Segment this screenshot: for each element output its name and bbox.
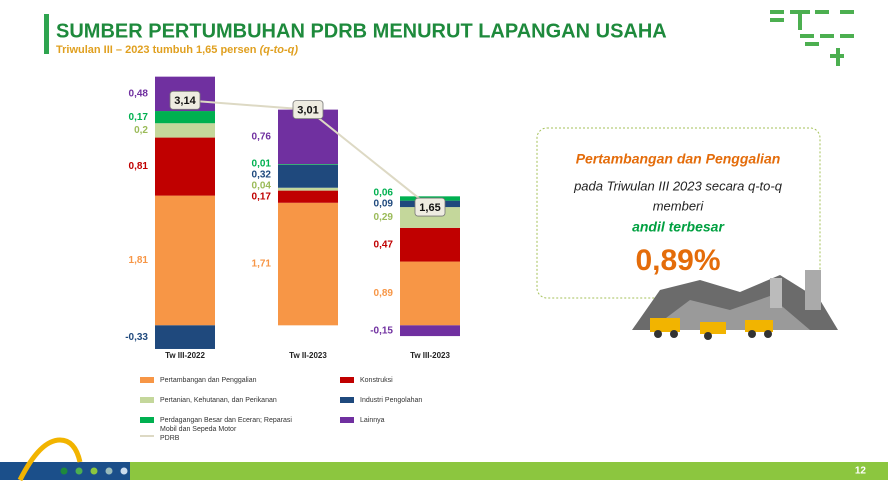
bar-segment	[155, 137, 215, 196]
value-label: 0,47	[374, 239, 394, 250]
callout-title: Pertambangan dan Penggalian	[576, 151, 781, 167]
callout-value: 0,89%	[635, 244, 720, 277]
value-label: -0,15	[370, 325, 393, 336]
bar-segment	[278, 164, 338, 188]
value-label: 0,76	[252, 131, 272, 142]
mining-illustration	[632, 270, 838, 340]
legend-label: Perdagangan Besar dan Eceran; Reparasi M…	[160, 417, 292, 433]
legend-swatch	[340, 417, 354, 423]
value-label: 0,2	[134, 125, 148, 136]
bar-segment	[155, 325, 215, 349]
value-label: 0,06	[374, 187, 394, 198]
pdrb-label: 3,01	[297, 105, 318, 117]
bar-segment	[278, 202, 338, 326]
value-label: 0,32	[252, 169, 272, 180]
subtitle: Triwulan III – 2023 tumbuh 1,65 persen (…	[56, 44, 298, 56]
legend-label: Industri Pengolahan	[360, 397, 423, 404]
legend-swatch	[140, 435, 154, 437]
value-label: 0,04	[252, 180, 272, 191]
legend-swatch	[140, 417, 154, 423]
pdrb-label: 1,65	[419, 202, 440, 214]
x-tick-label: Tw II-2023	[289, 351, 327, 360]
value-label: 0,29	[374, 212, 394, 223]
legend-item: Lainnya	[340, 416, 510, 425]
value-label: 0,09	[374, 198, 394, 209]
value-label: 0,81	[129, 161, 149, 172]
callout-text: memberi	[653, 198, 705, 213]
footer-bar	[0, 462, 888, 480]
legend-swatch	[140, 397, 154, 403]
legend-label: Lainnya	[360, 417, 385, 424]
legend-swatch	[140, 377, 154, 383]
value-label: 0,01	[252, 158, 272, 169]
callout-emphasis: andil terbesar	[632, 219, 725, 235]
title: SUMBER PERTUMBUHAN PDRB MENURUT LAPANGAN…	[56, 20, 667, 42]
value-label: 0,89	[374, 288, 394, 299]
bar-segment	[155, 123, 215, 138]
pdrb-label-box	[169, 90, 201, 110]
legend-item: Pertanian, Kehutanan, dan Perikanan	[140, 396, 310, 405]
bar-segment	[155, 195, 215, 326]
legend-label: Konstruksi	[360, 377, 393, 384]
callout-box	[536, 127, 821, 299]
value-label: 0,48	[129, 88, 149, 99]
legend-item: PDRB	[140, 434, 310, 443]
bar-segment	[278, 190, 338, 203]
value-label: 0,17	[129, 112, 149, 123]
value-label: -0,33	[125, 332, 148, 343]
x-tick-label: Tw III-2022	[165, 351, 205, 360]
legend-item: Perdagangan Besar dan Eceran; Reparasi M…	[140, 416, 310, 434]
legend-swatch	[340, 397, 354, 403]
bar-segment	[155, 111, 215, 124]
bar-segment	[278, 164, 338, 165]
value-label: 1,71	[252, 259, 272, 270]
legend-label: Pertambangan dan Penggalian	[160, 377, 257, 384]
bar-segment	[278, 187, 338, 191]
footer-logo	[17, 437, 83, 482]
legend-label: PDRB	[160, 435, 180, 442]
legend-item: Konstruksi	[340, 376, 510, 385]
bar-segment	[400, 227, 460, 262]
legend-item: Industri Pengolahan	[340, 396, 510, 405]
legend-label: Pertanian, Kehutanan, dan Perikanan	[160, 397, 277, 404]
bar-segment	[400, 261, 460, 326]
pdrb-label-box	[292, 100, 324, 120]
pdrb-label-box	[414, 197, 446, 217]
pdrb-label: 3,14	[174, 95, 196, 107]
subtitle-note: (q-to-q)	[260, 44, 299, 56]
footer-dots	[60, 467, 128, 475]
callout-text: pada Triwulan III 2023 secara q-to-q	[573, 178, 783, 193]
bar-segment	[400, 325, 460, 337]
page-number: 12	[855, 466, 867, 477]
value-label: 0,17	[252, 191, 272, 202]
logo	[770, 10, 854, 66]
accent-bar	[44, 14, 49, 54]
x-tick-label: Tw III-2023	[410, 351, 450, 360]
legend-swatch	[340, 377, 354, 383]
subtitle-text: Triwulan III – 2023 tumbuh 1,65 persen	[56, 44, 257, 56]
legend-item: Pertambangan dan Penggalian	[140, 376, 310, 385]
value-label: 1,81	[129, 255, 149, 266]
